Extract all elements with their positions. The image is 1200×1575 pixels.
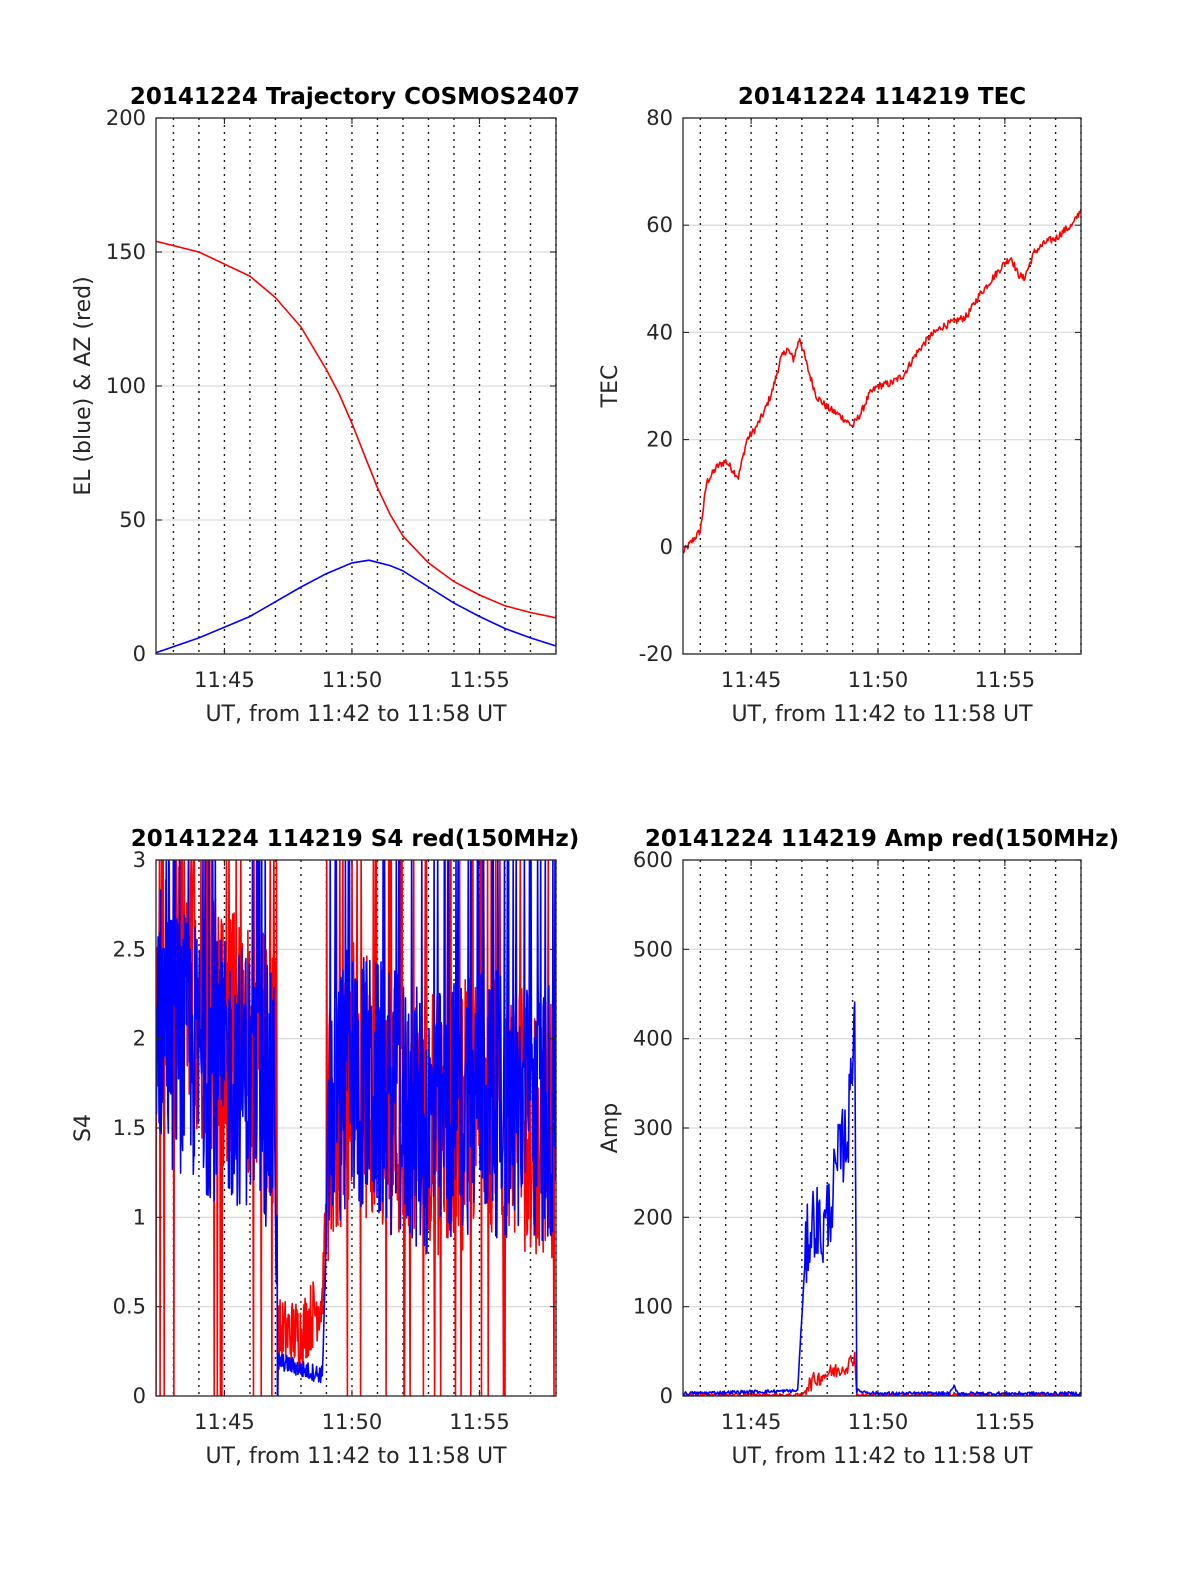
series-line-red [683, 1351, 1081, 1396]
x-tick-label: 11:55 [975, 668, 1036, 692]
y-tick-label: 150 [106, 240, 146, 264]
chart-title: 20141224 114219 S4 red(150MHz) [131, 826, 580, 852]
chart-2: 0 0.5 1 1.5 2 2.5 3 11:45 11:50 11:55 20141224 114… [71, 826, 579, 1469]
series-line-blue [156, 559, 556, 654]
series-group [156, 860, 556, 1396]
y-tick-label: 3 [133, 848, 146, 872]
y-tick-label: 100 [106, 374, 146, 398]
x-axis-label: UT, from 11:42 to 11:58 UT [205, 1444, 507, 1469]
chart-title: 20141224 114219 Amp red(150MHz) [645, 826, 1119, 852]
x-tick-label: 11:45 [194, 668, 255, 692]
y-tick-label: 600 [633, 848, 673, 872]
y-tick-label: 500 [633, 937, 673, 961]
series-line-blue [683, 1001, 1081, 1396]
y-tick-label: 0 [660, 535, 673, 559]
x-tick-label: 11:55 [449, 1410, 510, 1434]
y-tick-label: 1 [133, 1205, 146, 1229]
y-tick-label: 200 [633, 1205, 673, 1229]
y-tick-label: 200 [106, 106, 146, 130]
x-axis-label: UT, from 11:42 to 11:58 UT [731, 702, 1033, 727]
y-tick-label: 0 [133, 1384, 146, 1408]
x-tick-label: 11:45 [721, 668, 782, 692]
y-tick-label: 0 [133, 642, 146, 666]
x-tick-label: 11:50 [322, 668, 383, 692]
x-tick-label: 11:50 [322, 1410, 383, 1434]
x-tick-label: 11:45 [721, 1410, 782, 1434]
x-tick-label: 11:45 [194, 1410, 255, 1434]
plot-frame [682, 117, 1082, 655]
series-line-red [156, 240, 556, 619]
y-tick-label: -20 [639, 642, 673, 666]
y-tick-label: 100 [633, 1295, 673, 1319]
chart-1: -20 0 20 40 60 80 11:45 11:50 11:55 20141224 1142… [598, 84, 1082, 727]
chart-3: 0 100 200 300 400 500 600 11:45 11:50 11:55 201412… [598, 826, 1119, 1469]
y-tick-label: 20 [646, 428, 673, 452]
y-tick-label: 300 [633, 1116, 673, 1140]
y-tick-label: 80 [646, 106, 673, 130]
chart-0: 0 50 100 150 200 11:45 11:50 11:55 20141224 Traj… [71, 84, 580, 727]
series-group [156, 240, 556, 654]
x-axis-label: UT, from 11:42 to 11:58 UT [205, 702, 507, 727]
y-tick-label: 60 [646, 213, 673, 237]
y-tick-label: 0.5 [113, 1295, 146, 1319]
series-group [683, 1001, 1081, 1396]
x-tick-label: 11:50 [848, 668, 909, 692]
series-group [683, 208, 1081, 554]
series-line-red [683, 208, 1081, 554]
y-tick-label: 2.5 [113, 937, 146, 961]
y-tick-label: 40 [646, 320, 673, 344]
y-axis-label: TEC [598, 365, 623, 409]
y-tick-label: 50 [119, 508, 146, 532]
y-tick-label: 0 [660, 1384, 673, 1408]
y-tick-label: 1.5 [113, 1116, 146, 1140]
y-tick-label: 2 [133, 1027, 146, 1051]
chart-title: 20141224 114219 TEC [738, 84, 1026, 110]
x-tick-label: 11:55 [975, 1410, 1036, 1434]
y-tick-label: 400 [633, 1027, 673, 1051]
chart-title: 20141224 Trajectory COSMOS2407 [130, 84, 580, 110]
series-line-blue [156, 860, 556, 1396]
y-axis-label: Amp [598, 1103, 623, 1153]
y-axis-label: EL (blue) & AZ (red) [71, 276, 96, 495]
x-tick-label: 11:50 [848, 1410, 909, 1434]
y-axis-label: S4 [71, 1114, 96, 1142]
x-tick-label: 11:55 [449, 668, 510, 692]
x-axis-label: UT, from 11:42 to 11:58 UT [731, 1444, 1033, 1469]
